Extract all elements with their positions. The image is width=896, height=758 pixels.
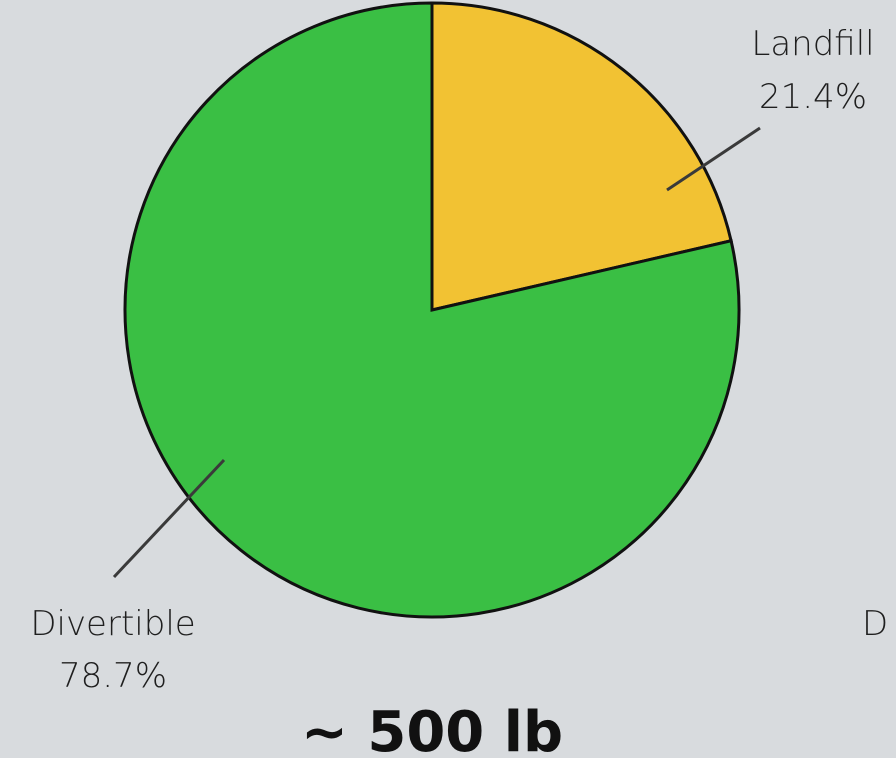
slice-divertible bbox=[123, 1, 741, 619]
slice-labels: Landfill 21.4% Divertible 78.7% bbox=[30, 24, 874, 696]
slice-percent-label-divertible: 78.7% bbox=[59, 656, 167, 696]
total-weight-label: ~ 500 lb bbox=[301, 700, 563, 758]
partial-offscreen-label: D bbox=[862, 604, 888, 644]
slice-name-label-landfill: Landfill bbox=[751, 24, 874, 64]
leader-line-divertible bbox=[112, 458, 226, 579]
slice-landfill bbox=[430, 1, 733, 312]
slice-percent-label-landfill: 21.4% bbox=[759, 77, 867, 117]
leader-line-landfill bbox=[666, 126, 761, 192]
leader-lines bbox=[112, 126, 761, 579]
pie-slices bbox=[123, 1, 741, 619]
slice-name-label-divertible: Divertible bbox=[30, 604, 195, 644]
